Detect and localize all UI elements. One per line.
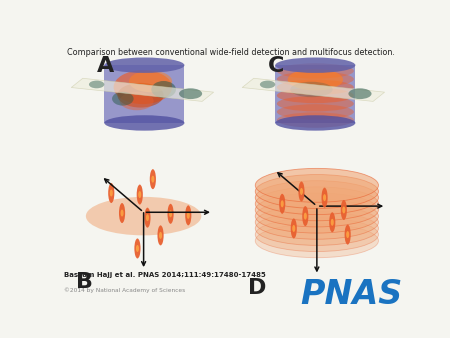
Text: C: C <box>268 56 284 76</box>
Ellipse shape <box>329 212 335 232</box>
Ellipse shape <box>290 82 333 97</box>
Ellipse shape <box>281 200 284 207</box>
Ellipse shape <box>129 71 172 92</box>
Ellipse shape <box>260 80 275 88</box>
Ellipse shape <box>119 203 125 223</box>
Ellipse shape <box>342 207 345 214</box>
Ellipse shape <box>110 190 113 196</box>
Ellipse shape <box>144 208 151 228</box>
Ellipse shape <box>346 231 349 238</box>
Ellipse shape <box>323 194 326 201</box>
Text: PNAS: PNAS <box>300 278 402 311</box>
Ellipse shape <box>158 225 164 245</box>
Ellipse shape <box>146 214 149 221</box>
Ellipse shape <box>341 200 347 220</box>
Polygon shape <box>71 78 214 101</box>
Ellipse shape <box>275 57 356 73</box>
Ellipse shape <box>255 187 378 221</box>
Ellipse shape <box>113 70 172 104</box>
Ellipse shape <box>300 188 303 195</box>
Ellipse shape <box>288 69 343 91</box>
Ellipse shape <box>136 245 139 252</box>
Ellipse shape <box>255 224 378 258</box>
Ellipse shape <box>137 185 143 204</box>
Ellipse shape <box>348 88 372 99</box>
Ellipse shape <box>167 204 174 224</box>
Ellipse shape <box>255 199 378 233</box>
Ellipse shape <box>117 83 164 107</box>
Ellipse shape <box>112 92 134 106</box>
Ellipse shape <box>255 218 378 251</box>
Ellipse shape <box>277 104 354 120</box>
Ellipse shape <box>159 232 162 239</box>
Ellipse shape <box>277 88 354 103</box>
Ellipse shape <box>291 218 297 238</box>
Ellipse shape <box>104 115 184 131</box>
Text: ©2014 by National Academy of Sciences: ©2014 by National Academy of Sciences <box>63 287 185 293</box>
Ellipse shape <box>255 206 378 239</box>
Ellipse shape <box>298 182 305 201</box>
Ellipse shape <box>151 176 154 183</box>
Ellipse shape <box>302 206 308 226</box>
Ellipse shape <box>121 210 124 217</box>
Bar <box>275 65 356 123</box>
Ellipse shape <box>255 181 378 215</box>
Ellipse shape <box>277 71 354 87</box>
Ellipse shape <box>255 193 378 227</box>
Ellipse shape <box>179 88 202 99</box>
Ellipse shape <box>138 191 141 198</box>
Ellipse shape <box>104 57 184 73</box>
Ellipse shape <box>292 225 295 232</box>
Ellipse shape <box>255 168 378 202</box>
Ellipse shape <box>120 92 153 110</box>
Ellipse shape <box>277 63 354 79</box>
Ellipse shape <box>345 224 351 245</box>
Ellipse shape <box>169 210 172 217</box>
Polygon shape <box>242 78 385 101</box>
Ellipse shape <box>331 219 334 226</box>
Ellipse shape <box>151 81 176 98</box>
Ellipse shape <box>185 206 191 225</box>
Ellipse shape <box>279 194 285 214</box>
Ellipse shape <box>150 169 156 189</box>
Ellipse shape <box>304 213 307 220</box>
Ellipse shape <box>275 115 356 131</box>
Ellipse shape <box>89 80 104 88</box>
Ellipse shape <box>135 238 140 259</box>
Ellipse shape <box>277 96 354 112</box>
Ellipse shape <box>321 188 328 208</box>
Text: Comparison between conventional wide-field detection and multifocus detection.: Comparison between conventional wide-fie… <box>67 48 395 57</box>
Ellipse shape <box>108 183 114 203</box>
Text: Bassam Hajj et al. PNAS 2014;111:49:17480-17485: Bassam Hajj et al. PNAS 2014;111:49:1748… <box>63 271 266 277</box>
Ellipse shape <box>277 80 354 95</box>
Text: B: B <box>76 271 93 292</box>
Ellipse shape <box>255 174 378 209</box>
Text: D: D <box>248 278 266 298</box>
Ellipse shape <box>277 112 354 128</box>
Ellipse shape <box>255 212 378 245</box>
Ellipse shape <box>86 197 201 235</box>
Ellipse shape <box>187 212 190 219</box>
Bar <box>104 65 184 123</box>
Text: A: A <box>97 56 114 76</box>
